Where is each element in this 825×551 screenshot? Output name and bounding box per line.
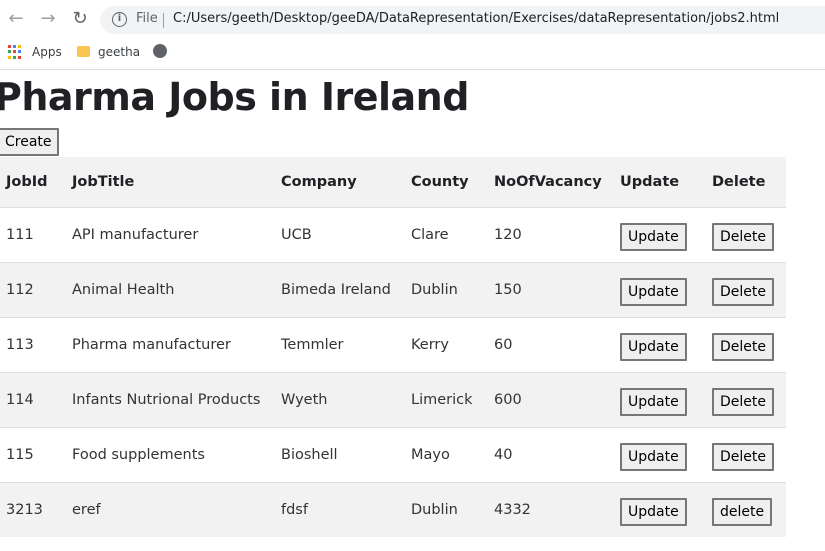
info-icon[interactable]: i (112, 12, 127, 27)
bookmarks-bar: Apps geetha (0, 40, 825, 70)
cell-jobtitle: Infants Nutrional Products (66, 371, 275, 427)
cell-jobid: 113 (0, 316, 66, 372)
cell-company: fdsf (275, 481, 405, 537)
cell-jobid: 114 (0, 371, 66, 427)
cell-delete: Delete (706, 261, 786, 317)
back-arrow-icon[interactable]: ← (8, 8, 24, 29)
cell-update: Update (614, 316, 706, 372)
cell-jobtitle: eref (66, 481, 275, 537)
update-button[interactable]: Update (620, 277, 687, 306)
cell-county: Limerick (405, 371, 488, 427)
cell-county: Kerry (405, 316, 488, 372)
cell-jobid: 115 (0, 426, 66, 482)
cell-noofvacancy: 600 (488, 371, 614, 427)
table-row: 3213 eref fdsf Dublin 4332 Update delete (0, 481, 786, 537)
update-button[interactable]: Update (620, 222, 687, 251)
header-update: Update (614, 157, 706, 207)
cell-noofvacancy: 4332 (488, 481, 614, 537)
cell-noofvacancy: 40 (488, 426, 614, 482)
cell-update: Update (614, 481, 706, 537)
table-row: 111 API manufacturer UCB Clare 120 Updat… (0, 206, 786, 262)
cell-jobid: 112 (0, 261, 66, 317)
update-button[interactable]: Update (620, 497, 687, 526)
header-jobtitle: JobTitle (66, 157, 275, 207)
cell-update: Update (614, 206, 706, 262)
table-row: 113 Pharma manufacturer Temmler Kerry 60… (0, 316, 786, 372)
page-title: Pharma Jobs in Ireland (0, 75, 469, 119)
cell-delete: delete (706, 481, 786, 537)
cell-jobid: 3213 (0, 481, 66, 537)
delete-button[interactable]: Delete (712, 332, 774, 361)
cell-update: Update (614, 261, 706, 317)
table-header-row: JobId JobTitle Company County NoOfVacanc… (0, 157, 786, 207)
cell-company: Bimeda Ireland (275, 261, 405, 317)
cell-company: UCB (275, 206, 405, 262)
folder-icon (77, 46, 90, 57)
cell-noofvacancy: 60 (488, 316, 614, 372)
header-delete: Delete (706, 157, 786, 207)
cell-county: Dublin (405, 481, 488, 537)
table-row: 112 Animal Health Bimeda Ireland Dublin … (0, 261, 786, 317)
url-text[interactable]: C:/Users/geeth/Desktop/geeDA/DataReprese… (173, 11, 780, 26)
header-county: County (405, 157, 488, 207)
cell-noofvacancy: 120 (488, 206, 614, 262)
cell-jobtitle: Animal Health (66, 261, 275, 317)
cell-county: Clare (405, 206, 488, 262)
delete-button[interactable]: Delete (712, 387, 774, 416)
update-button[interactable]: Update (620, 332, 687, 361)
security-label: File (136, 11, 158, 26)
table-row: 115 Food supplements Bioshell Mayo 40 Up… (0, 426, 786, 482)
cell-jobid: 111 (0, 206, 66, 262)
cell-county: Dublin (405, 261, 488, 317)
bookmark-apps[interactable]: Apps (32, 45, 62, 59)
delete-button[interactable]: Delete (712, 277, 774, 306)
bookmark-geetha[interactable]: geetha (98, 45, 141, 59)
cell-county: Mayo (405, 426, 488, 482)
header-jobid: JobId (0, 157, 66, 207)
cell-delete: Delete (706, 371, 786, 427)
jobs-table: JobId JobTitle Company County NoOfVacanc… (0, 157, 786, 537)
delete-button[interactable]: Delete (712, 442, 774, 471)
cell-jobtitle: API manufacturer (66, 206, 275, 262)
page-content: Pharma Jobs in Ireland Create JobId JobT… (0, 71, 825, 551)
delete-button[interactable]: delete (712, 497, 773, 526)
omnibox-divider (163, 13, 164, 28)
cell-delete: Delete (706, 316, 786, 372)
reload-icon[interactable]: ↻ (72, 8, 88, 29)
cell-update: Update (614, 426, 706, 482)
forward-arrow-icon[interactable]: → (40, 8, 56, 29)
cell-delete: Delete (706, 206, 786, 262)
create-button[interactable]: Create (0, 128, 59, 156)
delete-button[interactable]: Delete (712, 222, 774, 251)
cell-update: Update (614, 371, 706, 427)
address-bar[interactable]: i File C:/Users/geeth/Desktop/geeDA/Data… (100, 6, 825, 34)
update-button[interactable]: Update (620, 442, 687, 471)
cell-company: Temmler (275, 316, 405, 372)
header-noofvacancy: NoOfVacancy (488, 157, 614, 207)
header-company: Company (275, 157, 405, 207)
update-button[interactable]: Update (620, 387, 687, 416)
apps-grid-icon[interactable] (8, 45, 22, 59)
cell-company: Wyeth (275, 371, 405, 427)
cell-jobtitle: Pharma manufacturer (66, 316, 275, 372)
cell-company: Bioshell (275, 426, 405, 482)
globe-icon[interactable] (153, 44, 167, 58)
table-row: 114 Infants Nutrional Products Wyeth Lim… (0, 371, 786, 427)
browser-toolbar: ← → ↻ i File C:/Users/geeth/Desktop/geeD… (0, 0, 825, 40)
cell-delete: Delete (706, 426, 786, 482)
cell-jobtitle: Food supplements (66, 426, 275, 482)
cell-noofvacancy: 150 (488, 261, 614, 317)
